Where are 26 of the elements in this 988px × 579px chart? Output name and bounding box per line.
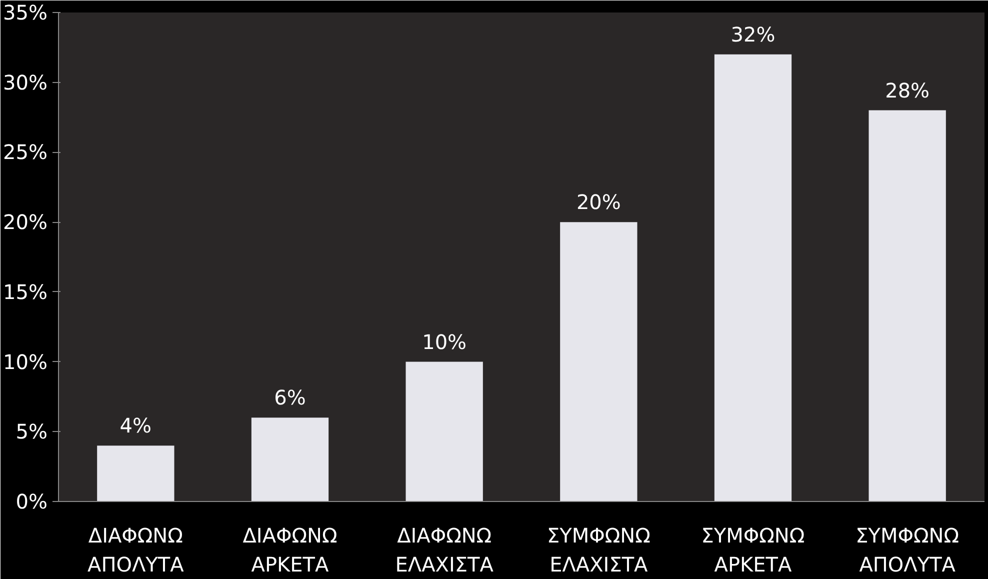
x-tick-label: ΣΥΜΦΩΝΩ ΑΡΚΕΤΑ — [701, 524, 805, 576]
bar — [714, 54, 792, 502]
bar — [251, 418, 329, 502]
x-tick-label: ΔΙΑΦΩΝΩ ΕΛΑΧΙΣΤΑ — [395, 524, 494, 576]
data-label: 10% — [422, 330, 467, 354]
x-tick-label: ΔΙΑΦΩΝΩ ΑΡΚΕΤΑ — [242, 524, 338, 576]
y-tick-label: 10% — [3, 350, 48, 374]
bar — [97, 446, 174, 502]
bar — [868, 110, 946, 502]
y-tick-label: 0% — [16, 490, 48, 514]
x-tick-label: ΔΙΑΦΩΝΩ ΑΠΟΛΥΤΑ — [88, 524, 184, 576]
data-label: 6% — [274, 386, 306, 410]
y-tick-label: 25% — [3, 140, 48, 164]
y-tick-label: 20% — [3, 210, 48, 234]
data-label: 28% — [885, 78, 930, 102]
y-tick-label: 35% — [3, 0, 48, 24]
x-tick-label: ΣΥΜΦΩΝΩ ΑΠΟΛΥΤΑ — [856, 524, 960, 576]
bar — [406, 362, 483, 502]
y-tick-label: 5% — [16, 420, 48, 444]
y-tick-label: 30% — [3, 70, 48, 94]
data-label: 20% — [576, 190, 621, 214]
y-tick-label: 15% — [3, 280, 48, 304]
data-label: 4% — [120, 414, 152, 438]
x-tick-label: ΣΥΜΦΩΝΩ ΕΛΑΧΙΣΤΑ — [546, 524, 650, 576]
data-label: 32% — [730, 22, 776, 46]
bar — [560, 222, 638, 502]
